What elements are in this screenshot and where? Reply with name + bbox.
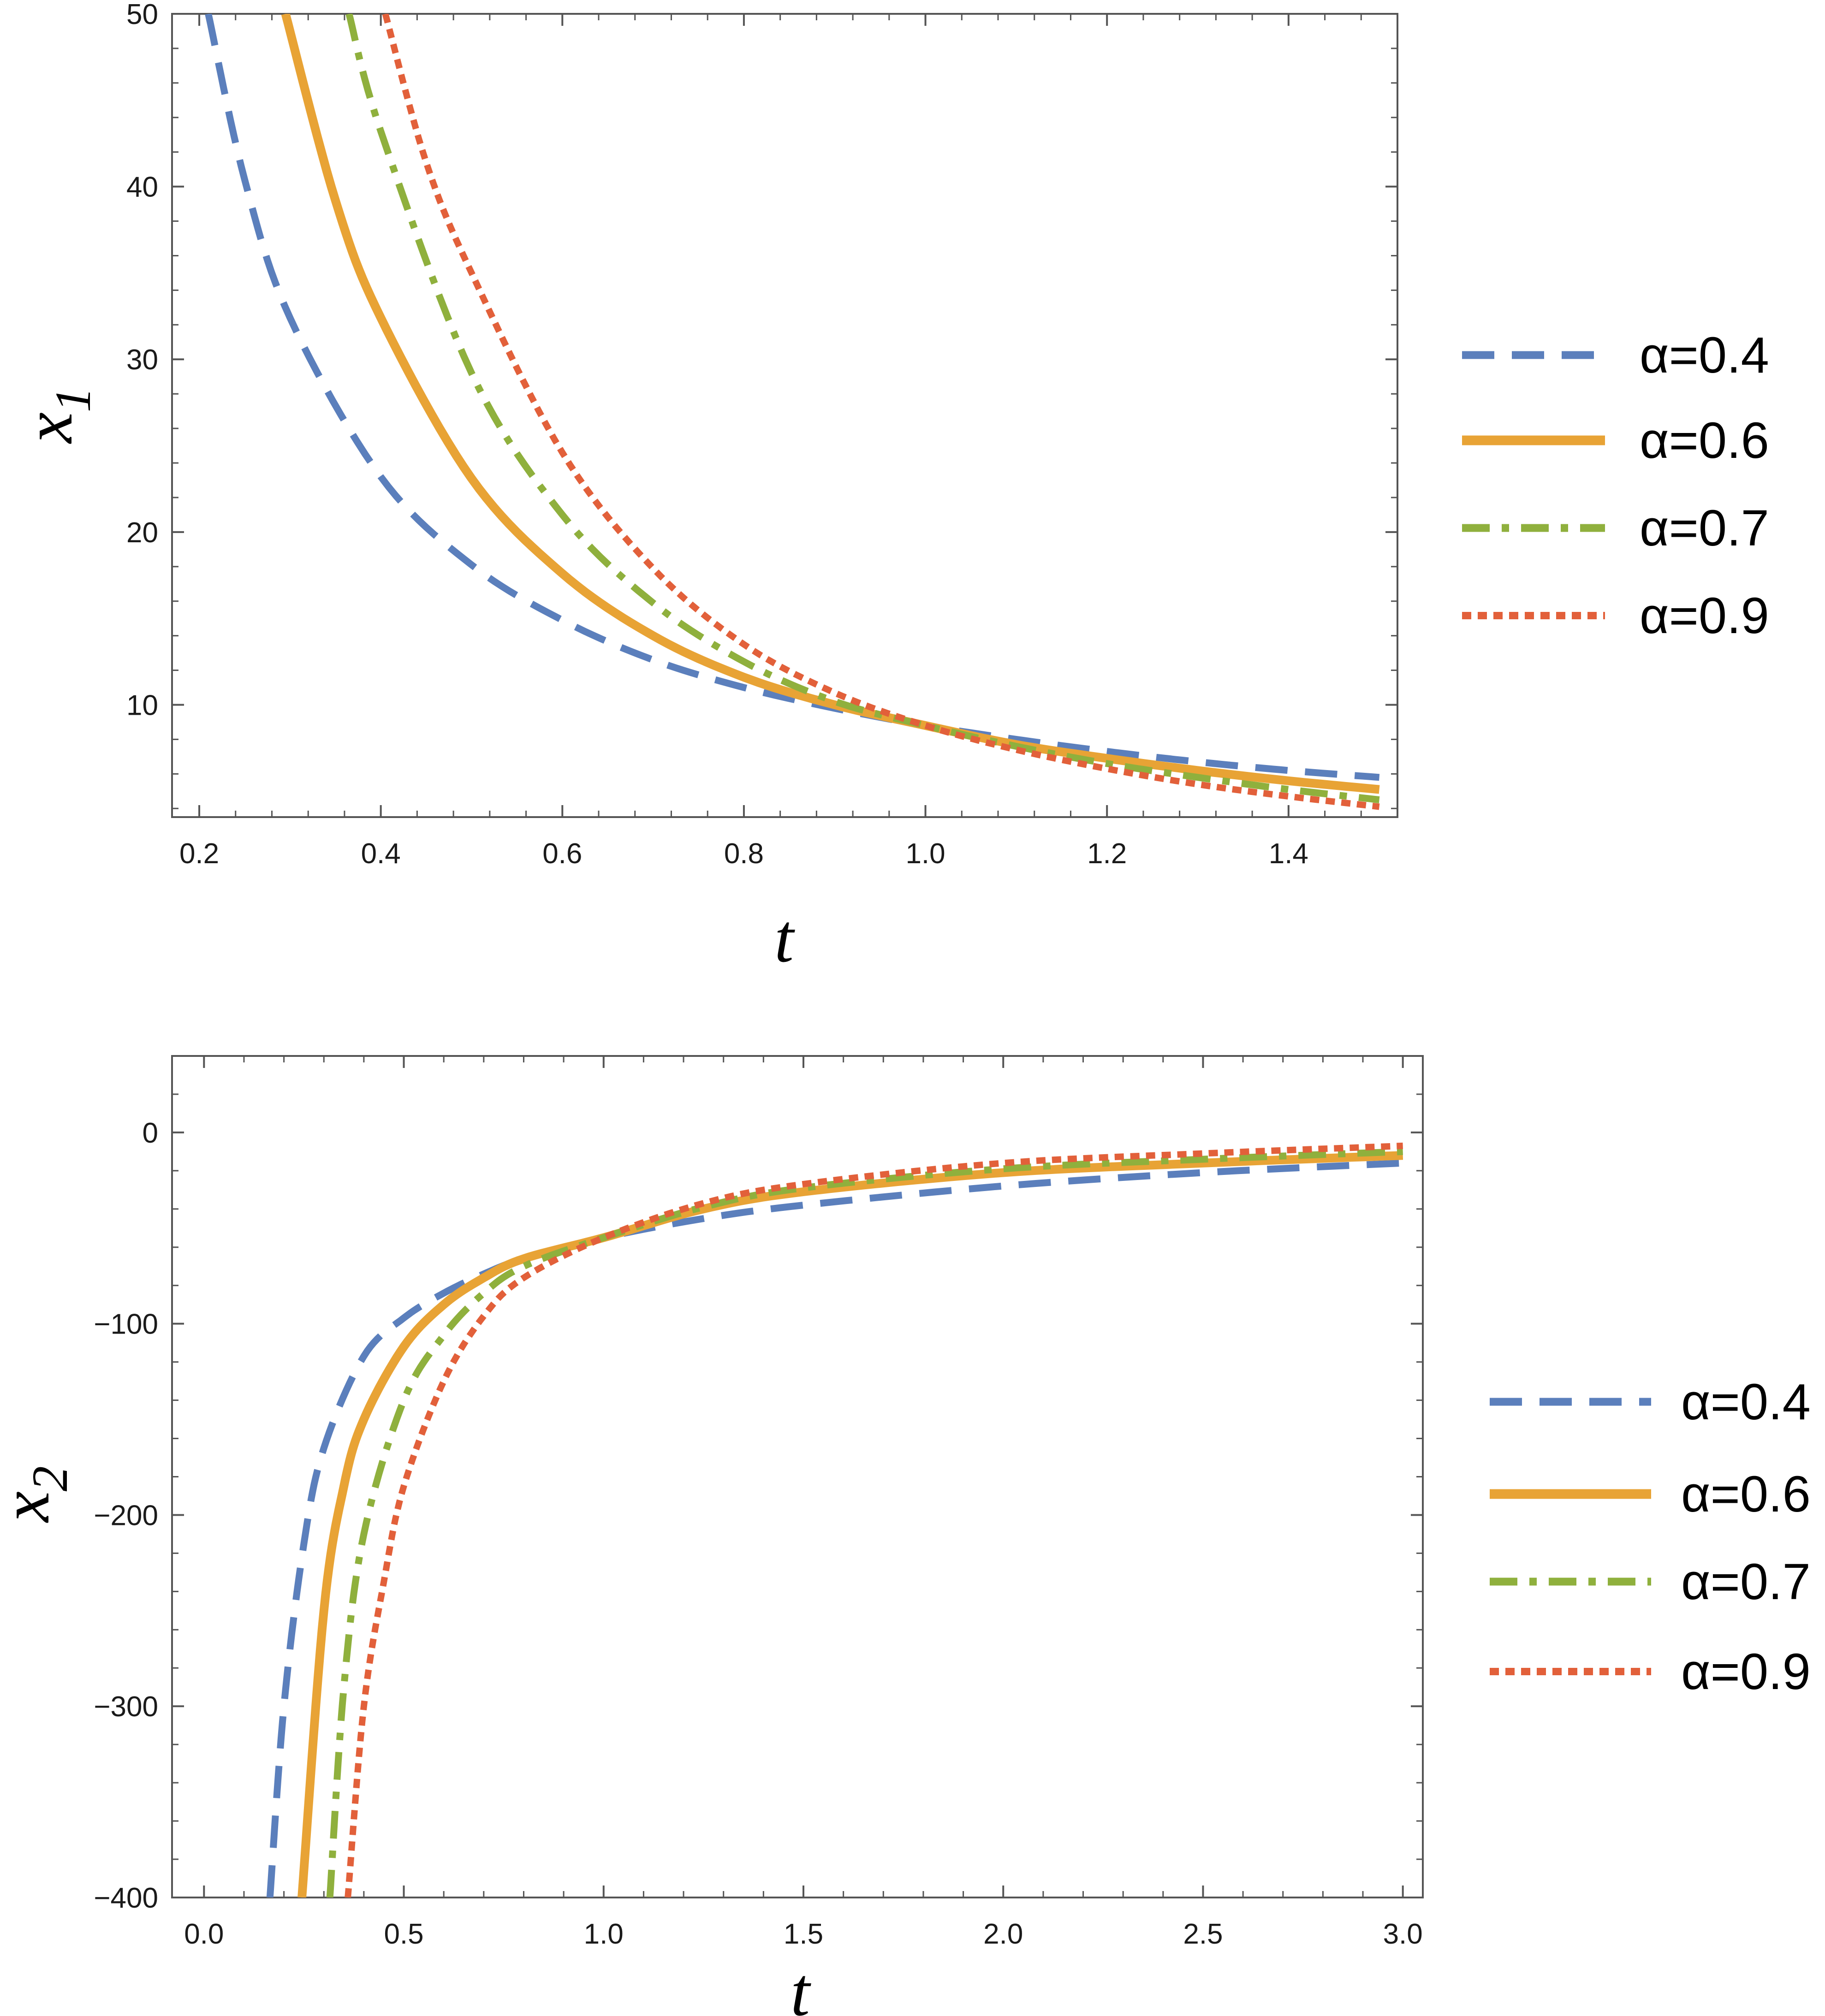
x-tick-label: 3.0 xyxy=(1383,1918,1423,1950)
x-tick-label: 1.4 xyxy=(1269,838,1308,870)
x-tick-label: 0.4 xyxy=(361,838,401,870)
series-line-1 xyxy=(205,14,1380,781)
plot-frame xyxy=(171,13,1398,818)
y-tick-label: −100 xyxy=(94,1309,158,1340)
legend: α=0.4 α=0.6 α=0.7 α=0.9 xyxy=(1462,327,1769,644)
y-tick-label: −200 xyxy=(94,1500,158,1531)
x-axis-title: t xyxy=(774,900,795,977)
series-line-4 xyxy=(382,14,1380,810)
plot-x1: 0.2 0.4 0.6 0.8 1.0 1.2 1.41020304050tx1α=0.4α… xyxy=(10,0,1769,977)
x-tick-label: 0.0 xyxy=(184,1918,224,1950)
series-line-3 xyxy=(326,1148,1403,1897)
y-tick-label: 20 xyxy=(126,517,158,549)
legend-label: α=0.6 xyxy=(1681,1466,1811,1523)
y-tick-label: 50 xyxy=(126,0,158,30)
y-axis-title: x2 xyxy=(0,1466,78,1523)
series-line-3 xyxy=(345,14,1380,803)
legend-label: α=0.9 xyxy=(1640,587,1769,644)
x-tick-label: 2.0 xyxy=(983,1918,1023,1950)
legend-label: α=0.4 xyxy=(1640,327,1769,384)
series-line-4 xyxy=(345,1142,1403,1897)
legend-label: α=0.6 xyxy=(1640,412,1769,469)
series-line-1 xyxy=(266,1159,1403,1897)
plot-x2: 0.0 0.5 1.0 1.5 2.0 2.5 3.0 0 −100 −200 −300 −400 t x… xyxy=(0,1055,1811,2016)
series-line-2 xyxy=(281,14,1380,794)
legend: α=0.4 α=0.6 α=0.7 α=0.9 xyxy=(1490,1374,1811,1700)
x-tick-label: 0.2 xyxy=(179,838,219,870)
x-tick-label: 0.6 xyxy=(542,838,582,870)
series-line-2 xyxy=(297,1151,1403,1897)
x-tick-label: 0.5 xyxy=(384,1918,423,1950)
x-tick-label: 1.0 xyxy=(905,838,945,870)
y-tick-label: −400 xyxy=(94,1882,158,1914)
x-axis-title: t xyxy=(791,1954,811,2016)
legend-label: α=0.4 xyxy=(1681,1374,1811,1430)
x-tick-label: 0.8 xyxy=(724,838,764,870)
legend-label: α=0.7 xyxy=(1681,1554,1811,1610)
x-tick-label: 1.5 xyxy=(784,1918,823,1950)
y-tick-label: 10 xyxy=(126,689,158,721)
x-tick-label: 2.5 xyxy=(1183,1918,1223,1950)
y-tick-label: 30 xyxy=(126,344,158,376)
x-tick-label: 1.2 xyxy=(1087,838,1127,870)
legend-label: α=0.7 xyxy=(1640,500,1769,557)
y-tick-label: −300 xyxy=(94,1691,158,1723)
y-axis-title: x1 xyxy=(10,387,101,444)
legend-label: α=0.9 xyxy=(1681,1643,1811,1700)
y-tick-label: 40 xyxy=(126,172,158,203)
y-tick-label: 0 xyxy=(143,1117,158,1149)
x-tick-label: 1.0 xyxy=(584,1918,624,1950)
